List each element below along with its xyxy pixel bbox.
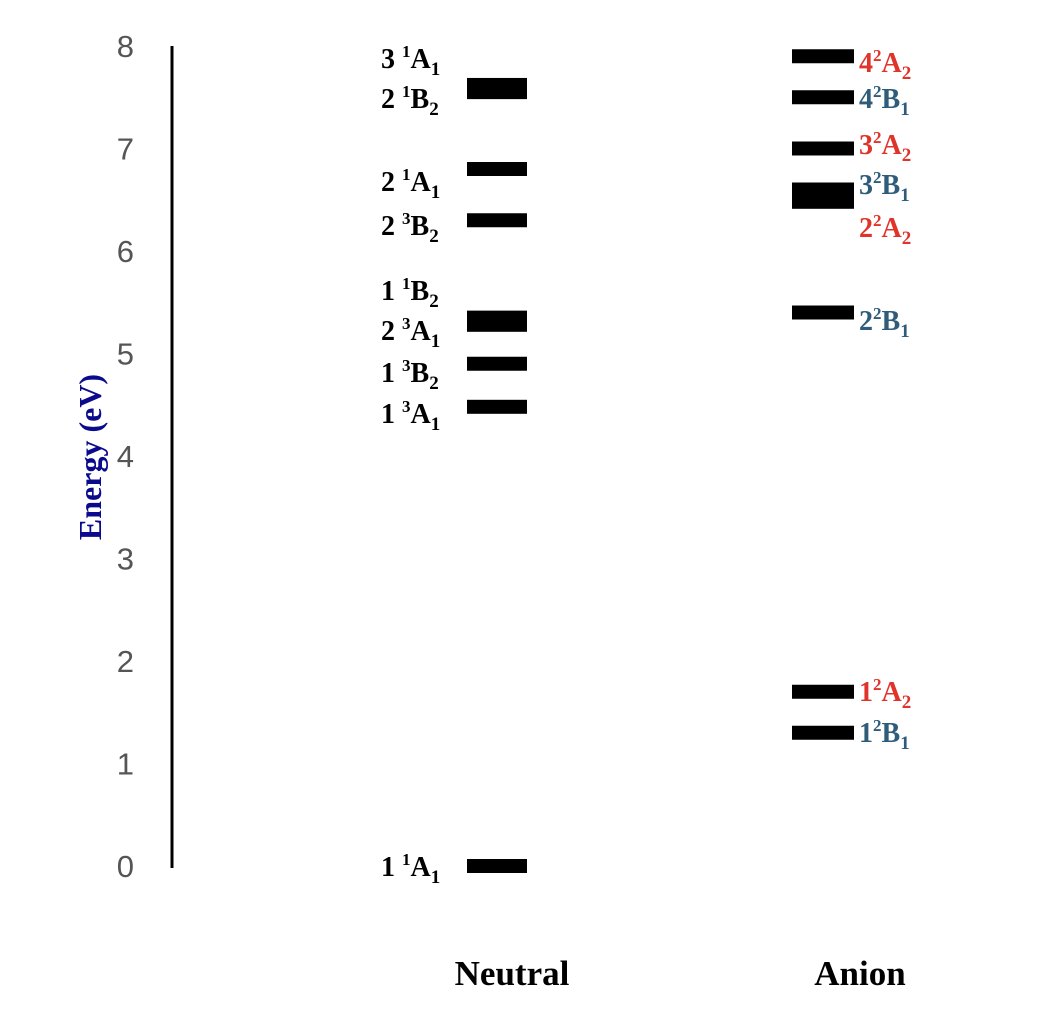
- y-axis-ticks: 0 1 2 3 4 5 6 7 8: [117, 29, 134, 884]
- category-label-neutral: Neutral: [455, 954, 570, 993]
- state-label: 12B1: [859, 716, 910, 754]
- y-tick-label: 3: [117, 542, 134, 577]
- state-label: 2 3B2: [381, 209, 439, 247]
- state-label: 32B1: [859, 168, 910, 206]
- state-label: 42B1: [859, 82, 910, 120]
- energy-level-bar: [792, 305, 854, 320]
- state-label: 12A2: [859, 675, 911, 713]
- state-label: 2 1B2: [381, 82, 439, 120]
- energy-level-bar: [467, 77, 527, 92]
- state-label: 2 1A1: [381, 165, 440, 203]
- state-label: 32A2: [859, 128, 911, 166]
- state-label: 42A2: [859, 46, 911, 84]
- state-label: 1 3B2: [381, 356, 439, 394]
- y-tick-label: 1: [117, 747, 134, 782]
- energy-level-bar: [467, 399, 527, 414]
- y-tick-label: 2: [117, 644, 134, 679]
- energy-level-bar: [792, 141, 854, 156]
- state-label: 22B1: [859, 304, 910, 342]
- state-label: 2 3A1: [381, 314, 440, 352]
- energy-level-bar: [792, 194, 854, 209]
- energy-level-bar: [792, 49, 854, 64]
- energy-level-bar: [467, 310, 527, 325]
- energy-level-bar: [467, 859, 527, 873]
- energy-level-bar: [792, 182, 854, 197]
- state-label: 1 3A1: [381, 397, 440, 435]
- y-tick-label: 5: [117, 337, 134, 372]
- state-label: 22A2: [859, 211, 911, 249]
- y-tick-label: 8: [117, 29, 134, 64]
- energy-level-bar: [467, 356, 527, 371]
- state-label: 1 1B2: [381, 274, 439, 312]
- state-label: 1 1A1: [381, 850, 440, 888]
- y-axis-label: Energy (eV): [72, 374, 108, 540]
- energy-level-bar: [792, 684, 854, 699]
- category-label-anion: Anion: [814, 954, 905, 993]
- y-tick-label: 6: [117, 234, 134, 269]
- energy-level-bar: [792, 725, 854, 740]
- state-label: 3 1A1: [381, 42, 440, 80]
- y-tick-label: 0: [117, 849, 134, 884]
- energy-level-bar: [467, 213, 527, 228]
- y-tick-label: 7: [117, 132, 134, 167]
- y-tick-label: 4: [117, 439, 134, 474]
- energy-level-bar: [792, 90, 854, 105]
- energy-levels: [467, 49, 854, 873]
- energy-level-bar: [467, 162, 527, 176]
